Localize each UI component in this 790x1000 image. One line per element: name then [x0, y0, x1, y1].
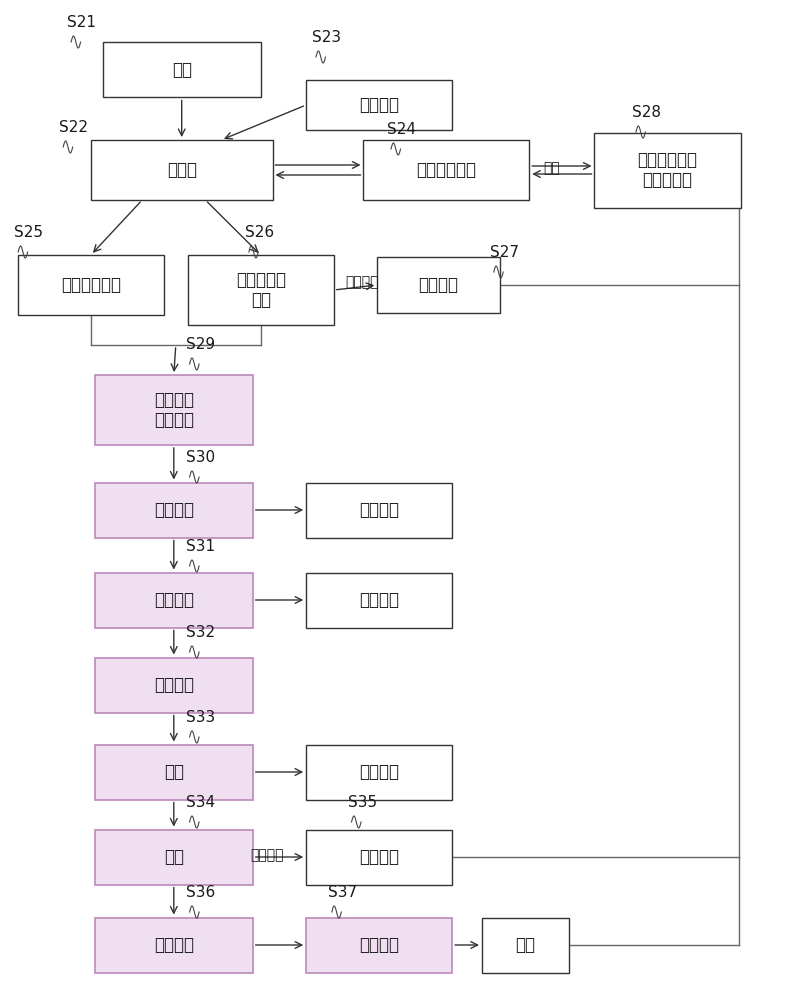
Text: S35: S35: [348, 795, 377, 810]
Text: 电压异常: 电压异常: [250, 848, 284, 862]
Text: 吸收: 吸收: [164, 763, 184, 781]
Text: 电压异常: 电压异常: [345, 275, 378, 289]
Bar: [18, 255, 164, 315]
Bar: [363, 140, 529, 200]
Text: 涓充充电: 涓充充电: [154, 591, 194, 609]
Bar: [95, 483, 253, 538]
Bar: [95, 375, 253, 445]
Text: 输出充电参数
和接收指令: 输出充电参数 和接收指令: [638, 151, 698, 189]
Text: S24: S24: [387, 122, 416, 137]
Text: S29: S29: [186, 337, 215, 352]
Text: 测试: 测试: [164, 848, 184, 866]
Bar: [95, 918, 253, 972]
Bar: [306, 80, 452, 130]
Text: 确认通讯连接: 确认通讯连接: [416, 161, 476, 179]
Bar: [306, 572, 452, 628]
Text: 通电: 通电: [171, 61, 192, 79]
Bar: [306, 483, 452, 538]
Text: S27: S27: [490, 245, 519, 260]
Text: S34: S34: [186, 795, 215, 810]
Text: 显示型号: 显示型号: [359, 96, 399, 114]
Text: 主充充电: 主充充电: [154, 676, 194, 694]
Text: S26: S26: [245, 225, 274, 240]
Text: S21: S21: [67, 15, 96, 30]
Text: 显示代码: 显示代码: [419, 276, 458, 294]
Bar: [594, 132, 741, 208]
Bar: [95, 572, 253, 628]
Text: 显示代码: 显示代码: [359, 848, 399, 866]
Text: 检测蓄电池
电压: 检测蓄电池 电压: [235, 271, 286, 309]
Bar: [95, 744, 253, 800]
Text: 初始化: 初始化: [167, 161, 197, 179]
Bar: [95, 658, 253, 712]
Text: 结束: 结束: [515, 936, 536, 954]
Text: 确定电池
充电参数: 确定电池 充电参数: [154, 391, 194, 429]
Text: S32: S32: [186, 625, 215, 640]
Text: 正负脉冲: 正负脉冲: [359, 763, 399, 781]
Bar: [91, 140, 273, 200]
Text: S22: S22: [59, 120, 88, 135]
Text: 正负脉冲: 正负脉冲: [359, 501, 399, 519]
Bar: [306, 830, 452, 885]
Bar: [378, 257, 500, 312]
Text: 浮充充电: 浮充充电: [154, 936, 194, 954]
Bar: [103, 42, 261, 97]
Text: S36: S36: [186, 885, 215, 900]
Text: 连接: 连接: [543, 161, 560, 175]
Text: 脉冲维护: 脉冲维护: [359, 936, 399, 954]
Text: 预充充电: 预充充电: [154, 501, 194, 519]
Text: S25: S25: [14, 225, 43, 240]
Bar: [306, 744, 452, 800]
Bar: [306, 918, 452, 972]
Text: S33: S33: [186, 710, 215, 725]
Bar: [188, 255, 333, 325]
Bar: [95, 830, 253, 885]
Text: 检测环境温度: 检测环境温度: [61, 276, 121, 294]
Text: S31: S31: [186, 539, 215, 554]
Text: S37: S37: [328, 885, 357, 900]
Bar: [482, 918, 569, 972]
Text: 正负脉冲: 正负脉冲: [359, 591, 399, 609]
Text: S30: S30: [186, 450, 215, 465]
Text: S28: S28: [632, 105, 661, 120]
Text: S23: S23: [312, 30, 341, 45]
